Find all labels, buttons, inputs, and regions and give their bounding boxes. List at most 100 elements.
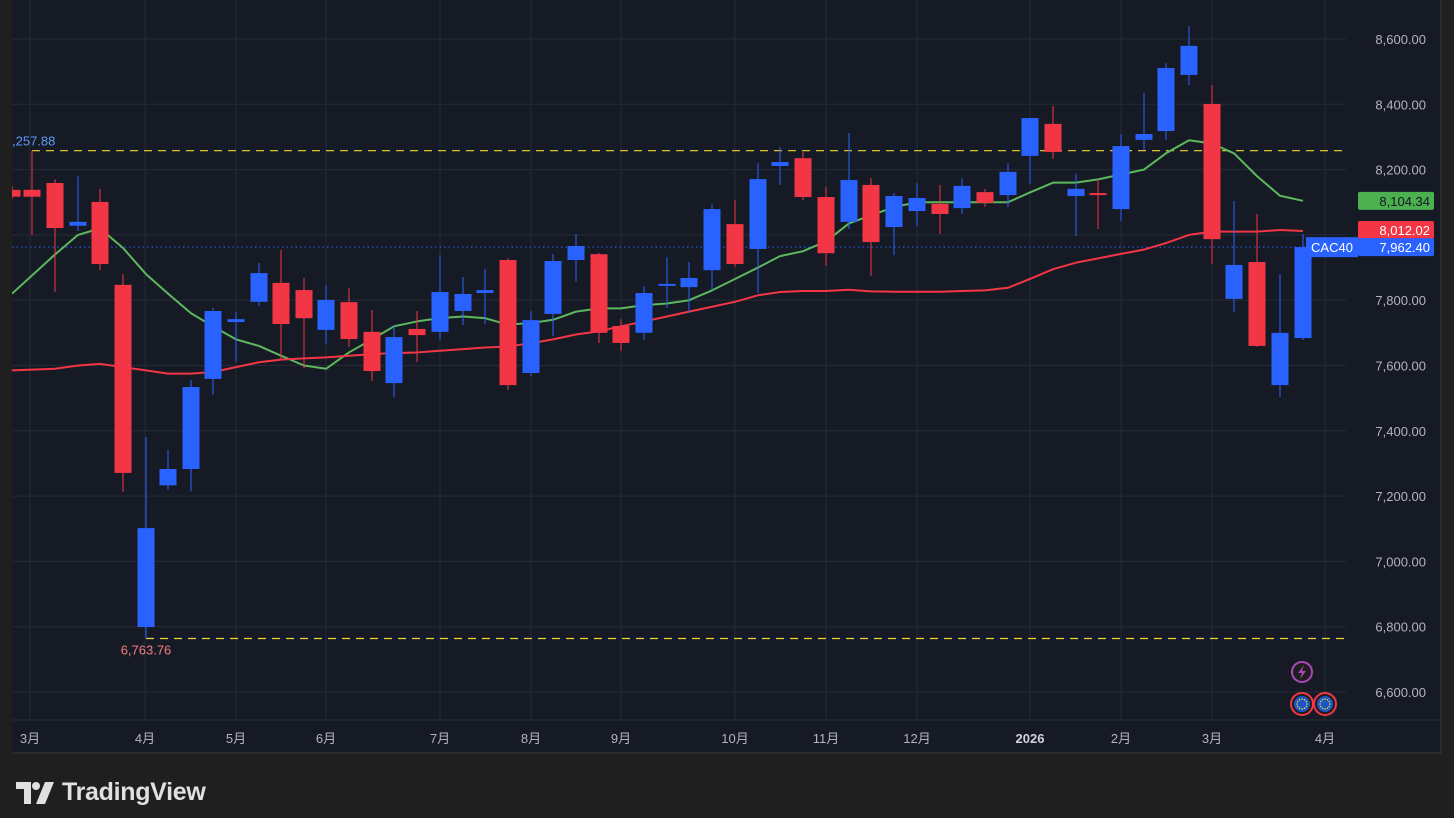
x-axis-tick: 6月 xyxy=(316,731,336,746)
candle[interactable] xyxy=(12,185,21,199)
candle[interactable] xyxy=(182,379,200,492)
candle[interactable] xyxy=(749,163,767,294)
candle[interactable] xyxy=(137,437,155,639)
ma-short-price-tag xyxy=(1358,191,1434,210)
x-axis-tick: 11月 xyxy=(813,731,840,746)
candle[interactable] xyxy=(567,233,585,282)
y-axis-tick: 7,400.00 xyxy=(1375,424,1426,439)
x-axis-tick: 3月 xyxy=(20,731,40,746)
y-axis-tick: 7,600.00 xyxy=(1375,358,1426,373)
ma-long-price-tag xyxy=(1358,220,1434,239)
low-value-label: 6,763.76 xyxy=(121,643,172,658)
candle[interactable] xyxy=(499,258,517,390)
candlestick-chart[interactable]: 8,600.008,400.008,200.008,000.007,800.00… xyxy=(12,0,1440,752)
moving-average-long xyxy=(12,229,1304,375)
candle[interactable] xyxy=(635,286,653,341)
candle[interactable] xyxy=(544,254,562,337)
candle[interactable] xyxy=(1021,118,1039,184)
x-axis-tick: 9月 xyxy=(611,731,631,746)
candle[interactable] xyxy=(1112,134,1130,222)
x-axis-tick: 4月 xyxy=(1315,731,1335,746)
candle[interactable] xyxy=(1203,85,1221,264)
candle[interactable] xyxy=(522,310,540,376)
tradingview-logo-icon xyxy=(16,781,54,804)
candle[interactable] xyxy=(953,178,971,215)
candle[interactable] xyxy=(931,184,949,234)
candle[interactable] xyxy=(1157,63,1175,140)
candle[interactable] xyxy=(817,186,835,266)
candle[interactable] xyxy=(295,277,313,369)
symbol-tag[interactable] xyxy=(1306,237,1358,258)
candle[interactable] xyxy=(272,249,290,359)
y-axis-tick: 7,000.00 xyxy=(1375,554,1426,569)
last-price-tag-text: 7,962.40 xyxy=(1379,240,1430,255)
candle[interactable] xyxy=(1089,179,1107,230)
candle[interactable] xyxy=(408,310,426,362)
y-axis-tick: 8,600.00 xyxy=(1375,32,1426,47)
candle[interactable] xyxy=(1044,105,1062,159)
candle[interactable] xyxy=(114,274,132,492)
x-axis-tick: 4月 xyxy=(135,731,155,746)
candle[interactable] xyxy=(1180,25,1198,86)
candle[interactable] xyxy=(612,319,630,352)
candle[interactable] xyxy=(23,150,41,236)
eu-flag-icon[interactable] xyxy=(1290,692,1314,716)
candle[interactable] xyxy=(999,163,1017,208)
ma-short-price-tag-text: 8,104.34 xyxy=(1379,194,1430,209)
candle[interactable] xyxy=(91,188,109,271)
y-axis-tick: 6,800.00 xyxy=(1375,620,1426,635)
x-axis-tick: 8月 xyxy=(521,731,541,746)
candle[interactable] xyxy=(431,255,449,341)
candle[interactable] xyxy=(771,147,789,185)
last-price-tag xyxy=(1358,238,1434,257)
lightning-icon[interactable] xyxy=(1291,661,1313,683)
candle[interactable] xyxy=(1294,233,1312,341)
eu-flag-icon[interactable] xyxy=(1313,692,1337,716)
candle[interactable] xyxy=(250,262,268,307)
candle[interactable] xyxy=(885,193,903,256)
y-axis-tick: 8,200.00 xyxy=(1375,163,1426,178)
candle[interactable] xyxy=(658,257,676,309)
candle[interactable] xyxy=(1271,274,1289,398)
tradingview-logo[interactable]: TradingView xyxy=(16,778,206,807)
y-axis-tick: 8,400.00 xyxy=(1375,97,1426,112)
candle[interactable] xyxy=(340,288,358,347)
candle[interactable] xyxy=(363,309,381,381)
candle[interactable] xyxy=(794,151,812,200)
candle[interactable] xyxy=(680,261,698,313)
x-axis-tick: 2026 xyxy=(1016,731,1045,746)
x-axis-tick: 2月 xyxy=(1111,731,1131,746)
x-axis-tick: 12月 xyxy=(903,731,930,746)
candle[interactable] xyxy=(1248,214,1266,347)
candle[interactable] xyxy=(159,450,177,490)
candle[interactable] xyxy=(726,199,744,267)
y-axis-tick: 7,200.00 xyxy=(1375,489,1426,504)
candle[interactable] xyxy=(1225,200,1243,312)
chart-frame[interactable]: 8,600.008,400.008,200.008,000.007,800.00… xyxy=(12,0,1442,754)
candle[interactable] xyxy=(385,325,403,398)
candle[interactable] xyxy=(703,204,721,291)
brand-name: TradingView xyxy=(62,778,206,806)
candle[interactable] xyxy=(69,176,87,231)
candle[interactable] xyxy=(476,268,494,325)
ma-long-price-tag-text: 8,012.02 xyxy=(1379,223,1430,238)
candle[interactable] xyxy=(1067,173,1085,236)
candle[interactable] xyxy=(840,133,858,230)
candle[interactable] xyxy=(862,178,880,277)
candle[interactable] xyxy=(976,188,994,207)
x-axis-tick: 3月 xyxy=(1202,731,1222,746)
candle[interactable] xyxy=(46,179,64,293)
candle[interactable] xyxy=(908,182,926,227)
symbol-tag-text: CAC40 xyxy=(1311,240,1353,255)
candle[interactable] xyxy=(590,252,608,343)
x-axis-tick: 10月 xyxy=(721,731,748,746)
x-axis-tick: 7月 xyxy=(430,731,450,746)
candle[interactable] xyxy=(454,277,472,326)
y-axis-tick: 6,600.00 xyxy=(1375,685,1426,700)
candle[interactable] xyxy=(317,284,335,344)
candle[interactable] xyxy=(1135,92,1153,151)
candle[interactable] xyxy=(204,308,222,395)
y-axis-tick: 7,800.00 xyxy=(1375,293,1426,308)
high-value-label: ,257.88 xyxy=(12,134,55,149)
candle[interactable] xyxy=(227,311,245,362)
